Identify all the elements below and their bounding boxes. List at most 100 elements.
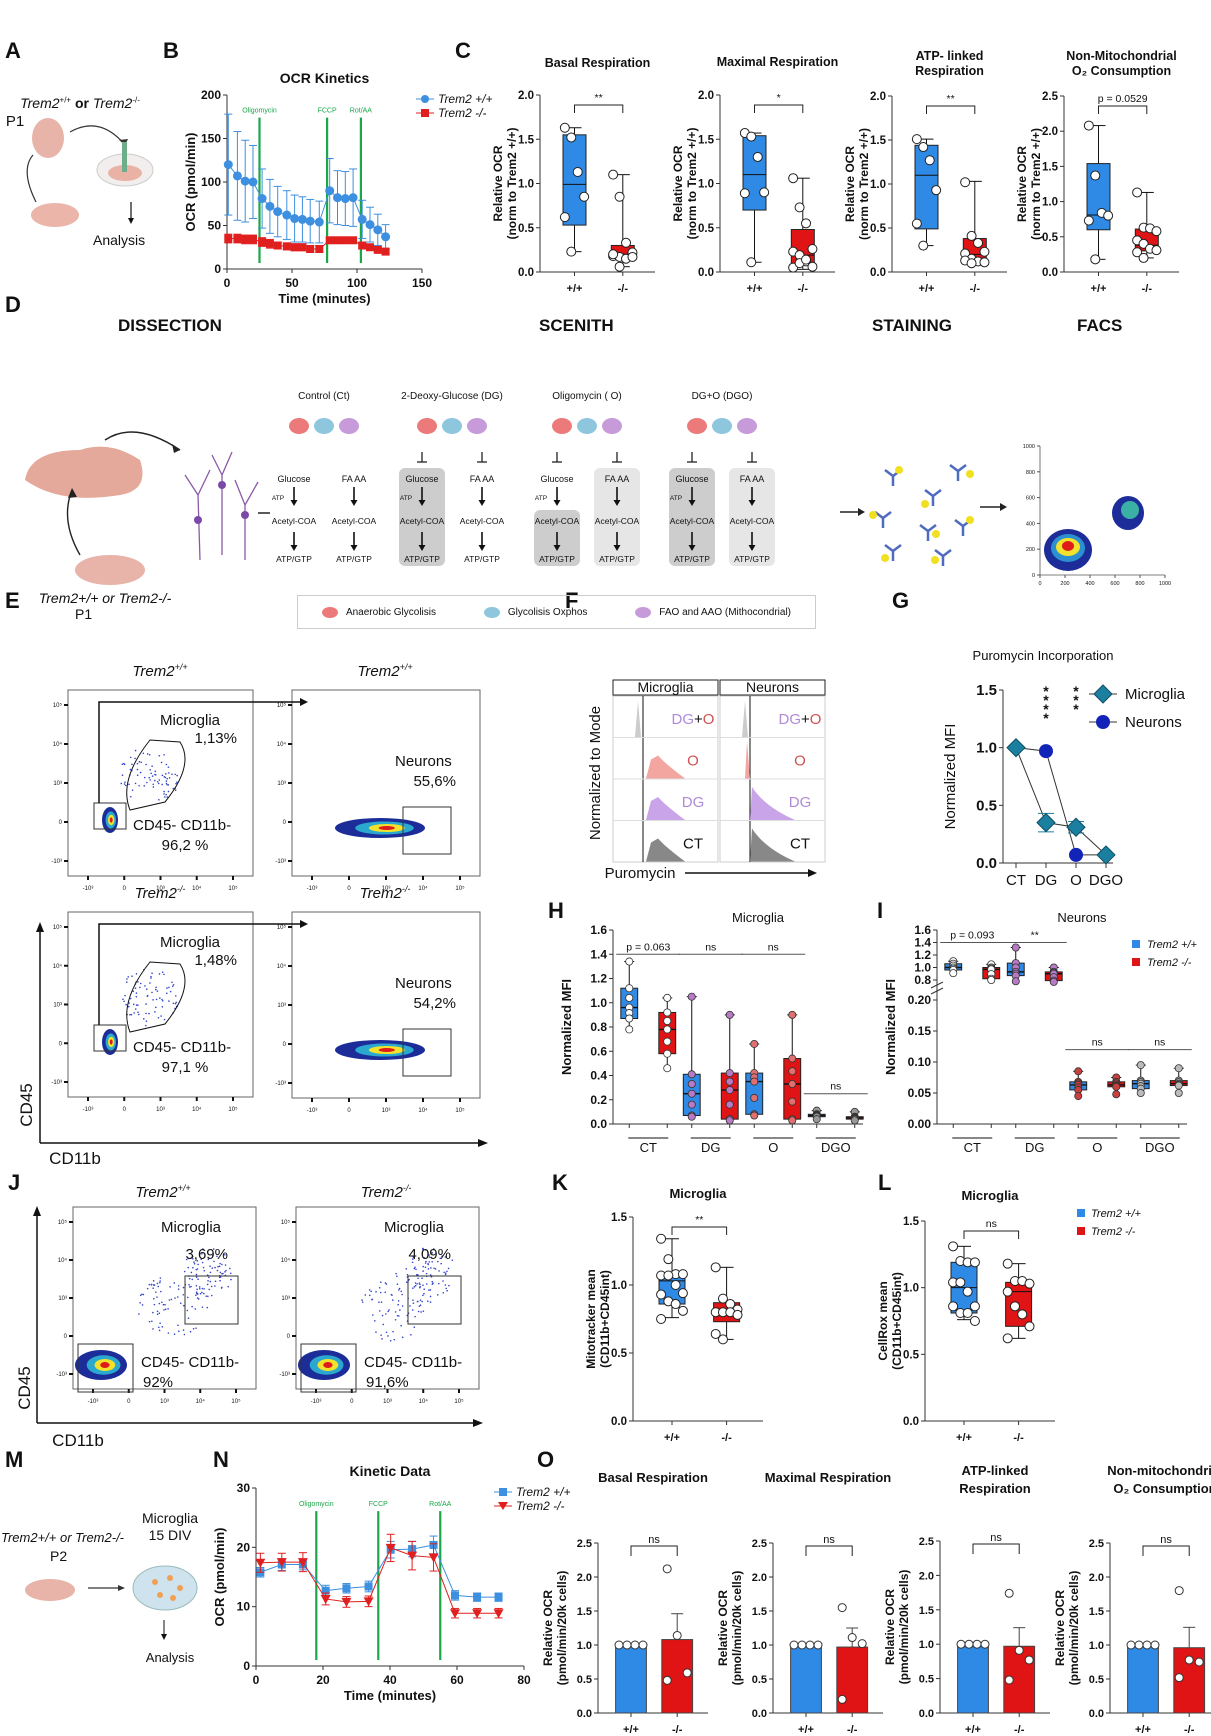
event-dot bbox=[438, 1270, 440, 1272]
event-dot bbox=[361, 1299, 363, 1301]
data-point bbox=[622, 238, 631, 247]
data-point bbox=[241, 235, 249, 243]
event-dot bbox=[398, 1315, 400, 1317]
event-dot bbox=[440, 1263, 442, 1265]
data-point bbox=[733, 1310, 742, 1319]
data-point bbox=[751, 1112, 758, 1119]
y-tick-label: 10⁵ bbox=[53, 702, 63, 709]
data-point bbox=[365, 1582, 373, 1590]
data-point bbox=[609, 170, 618, 179]
event-dot bbox=[159, 973, 161, 975]
data-point bbox=[358, 215, 367, 224]
y-axis-label: (norm to Trem2 +/+) bbox=[857, 128, 871, 240]
event-dot bbox=[149, 1321, 151, 1323]
x-category-label: CT bbox=[964, 1140, 981, 1155]
event-dot bbox=[210, 1272, 212, 1274]
bar bbox=[1128, 1645, 1159, 1713]
event-dot bbox=[183, 1329, 185, 1331]
x-tick-label: 10⁴ bbox=[192, 885, 202, 892]
data-point bbox=[580, 192, 589, 201]
x-tick-label: -/- bbox=[970, 283, 981, 295]
event-dot bbox=[155, 986, 157, 988]
significance-label: ** bbox=[947, 93, 955, 105]
y-axis-label-cd45: CD45 bbox=[15, 1366, 34, 1409]
event-dot bbox=[140, 772, 142, 774]
event-dot bbox=[443, 1272, 445, 1274]
chart-O4: Non-mitochondrialO₂ Consumption0.00.51.0… bbox=[1053, 1463, 1211, 1736]
chart-N: Kinetic Data01020300 20 40 60 80Time (minute… bbox=[212, 1463, 570, 1703]
event-dot bbox=[196, 1274, 198, 1276]
y-tick-label: 0 bbox=[287, 1334, 291, 1340]
y-tick-label: 0.5 bbox=[518, 223, 535, 235]
legend-label: Anaerobic Glycolisis bbox=[346, 607, 436, 618]
event-dot bbox=[211, 1267, 213, 1269]
event-dot bbox=[392, 1331, 394, 1333]
legend-item: Anaerobic Glycolisis bbox=[322, 607, 436, 618]
condition-0: Control (Ct)GlucoseATPAcetyl-COAATP/GTPF… bbox=[272, 391, 377, 564]
data-point bbox=[671, 1281, 680, 1290]
event-dot bbox=[427, 1300, 429, 1302]
y-tick-label: 150 bbox=[201, 132, 221, 146]
event-dot bbox=[225, 1264, 227, 1266]
event-dot bbox=[135, 750, 137, 752]
data-point bbox=[341, 194, 350, 203]
event-dot bbox=[177, 1296, 179, 1298]
event-dot bbox=[136, 973, 138, 975]
event-dot bbox=[390, 1340, 392, 1342]
x-tick-label: DGO bbox=[1089, 872, 1123, 889]
event-dot bbox=[220, 1272, 222, 1274]
event-dot bbox=[442, 1280, 444, 1282]
event-dot bbox=[196, 1288, 198, 1290]
event-dot bbox=[209, 1265, 211, 1267]
legend-item: FAO and AAO (Mithocondrial) bbox=[635, 607, 791, 618]
event-dot bbox=[150, 1284, 152, 1286]
data-point bbox=[306, 217, 315, 226]
x-tick-label: 10⁴ bbox=[419, 1398, 429, 1405]
y-tick-label: 0 bbox=[283, 1042, 287, 1048]
pathway-intermediate: Acetyl-COA bbox=[595, 516, 640, 526]
data-point bbox=[1175, 1065, 1182, 1072]
y-axis-label: (pmol/min/20k cells) bbox=[1067, 1571, 1081, 1686]
event-dot bbox=[159, 1322, 161, 1324]
significance-label: * bbox=[777, 92, 781, 104]
pathway-product: ATP/GTP bbox=[404, 554, 440, 564]
event-dot bbox=[124, 995, 126, 997]
event-dot bbox=[419, 1282, 421, 1284]
data-point bbox=[628, 252, 637, 261]
significance-star: * bbox=[1043, 710, 1049, 726]
event-dot bbox=[166, 780, 168, 782]
legend-label: Trem2 -/- bbox=[438, 106, 486, 120]
neurons-label: Neurons bbox=[395, 753, 452, 770]
data-point bbox=[970, 1317, 979, 1326]
x-tick-label: -/- bbox=[672, 1724, 683, 1736]
event-dot bbox=[413, 1302, 415, 1304]
event-dot bbox=[176, 775, 178, 777]
x-tick-label: 10⁵ bbox=[455, 885, 465, 892]
event-dot bbox=[193, 1328, 195, 1330]
data-point bbox=[1175, 1089, 1182, 1096]
y-tick-label: 0.5 bbox=[1042, 232, 1059, 244]
event-dot bbox=[163, 793, 165, 795]
data-point bbox=[366, 243, 374, 251]
data-point bbox=[789, 1055, 796, 1062]
event-dot bbox=[164, 1019, 166, 1021]
y-tick-label: 30 bbox=[237, 1481, 251, 1495]
condition-3: DG+O (DGO)GlucoseATPAcetyl-COAATP/GTPFA … bbox=[669, 391, 775, 566]
data-point bbox=[1091, 255, 1100, 264]
x-tick-label: 10⁵ bbox=[228, 885, 238, 892]
event-dot bbox=[153, 1280, 155, 1282]
cell-icon bbox=[602, 418, 622, 434]
y-axis-label: Relative OCR bbox=[883, 1589, 897, 1665]
event-dot bbox=[136, 996, 138, 998]
y-tick-label: 0 bbox=[59, 1041, 63, 1047]
event-dot bbox=[431, 1281, 433, 1283]
y-tick-label: 1.6 bbox=[914, 923, 931, 937]
data-point bbox=[382, 248, 390, 256]
event-dot bbox=[143, 785, 145, 787]
y-axis-label: (norm to Trem2 +/+) bbox=[505, 127, 519, 239]
event-dot bbox=[155, 989, 157, 991]
y-tick-label: 0.5 bbox=[698, 223, 715, 235]
data-point bbox=[1015, 1646, 1023, 1654]
significance-label: ns bbox=[705, 941, 716, 953]
data-point bbox=[790, 1641, 798, 1649]
